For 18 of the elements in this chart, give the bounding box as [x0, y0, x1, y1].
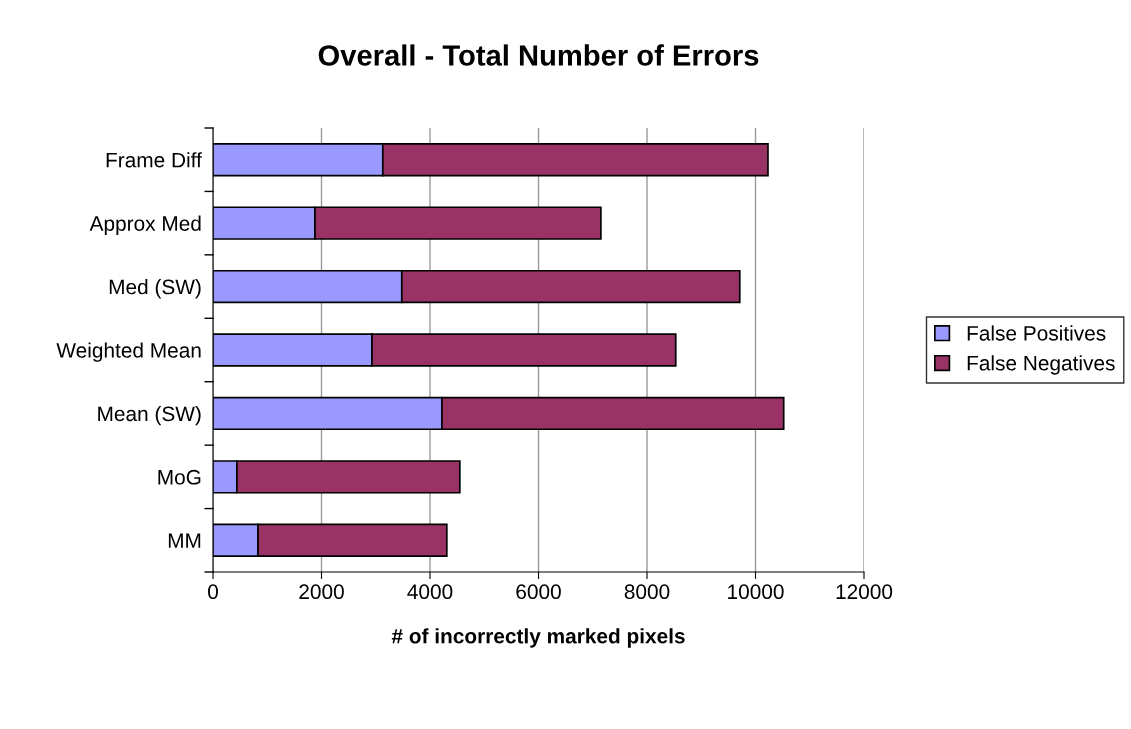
y-tick-label: Weighted Mean — [56, 342, 201, 362]
y-tick-label: Med (SW) — [109, 279, 201, 299]
x-axis-title: # of incorrectly marked pixels — [391, 628, 685, 648]
y-tick-label: MM — [168, 533, 201, 548]
x-tick-label: 0 — [208, 584, 218, 600]
x-tick-label: 6000 — [516, 584, 561, 600]
x-tick-label: 10000 — [728, 584, 784, 600]
y-tick-label: Mean (SW) — [98, 405, 201, 426]
legend-label: False Negatives — [967, 355, 1115, 375]
y-tick-label: MoG — [158, 469, 201, 485]
x-tick-label: 12000 — [836, 584, 893, 600]
y-tick-label: Approx Med — [89, 215, 201, 236]
y-tick-label: Frame Diff — [106, 152, 202, 168]
x-tick-label: 2000 — [299, 584, 344, 600]
legend-label: False Positives — [967, 325, 1106, 341]
chart-title: Overall - Total Number of Errors — [318, 44, 759, 66]
x-tick-label: 8000 — [624, 584, 670, 600]
x-tick-label: 4000 — [407, 584, 453, 600]
